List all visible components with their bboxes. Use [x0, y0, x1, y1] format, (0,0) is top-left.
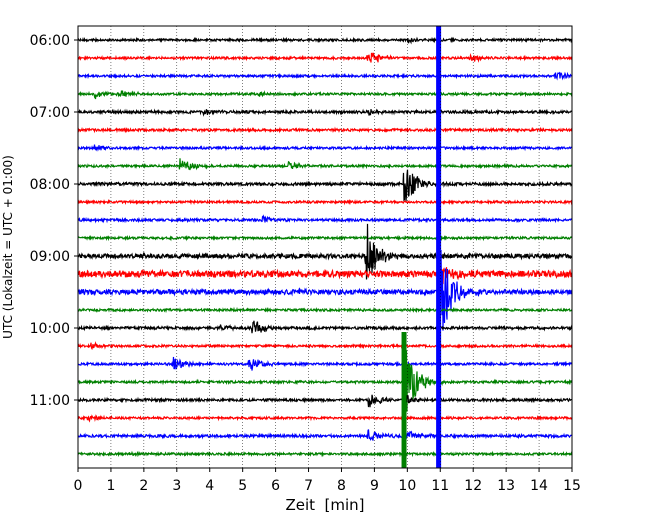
trace-1000	[77, 320, 573, 334]
y-tick-label: 10:00	[30, 321, 70, 337]
trace-0800	[77, 169, 573, 202]
x-tick-label: 6	[271, 478, 280, 494]
y-axis-label: UTC (Lokalzeit = UTC + 01:00)	[1, 155, 15, 339]
trace-1015	[77, 341, 573, 351]
y-tick-layer: 06:00 07:00 08:00 09:00 10:00 11:00	[30, 33, 78, 409]
grid-layer	[110, 26, 540, 468]
plot-frame	[77, 25, 573, 469]
x-tick-label: 15	[563, 478, 581, 494]
trace-0645	[77, 90, 573, 100]
saturated-band	[436, 26, 442, 468]
trace-1100	[77, 394, 573, 408]
trace-0930	[77, 249, 573, 331]
x-tick-label: 3	[172, 478, 181, 494]
trace-0615	[77, 52, 573, 63]
trace-1130	[77, 429, 573, 441]
y-tick-label: 07:00	[30, 105, 70, 121]
x-tick-label: 2	[139, 478, 148, 494]
trace-0900	[77, 223, 573, 280]
trace-0730	[77, 144, 573, 152]
y-tick-label: 08:00	[30, 177, 70, 193]
trace-1115	[77, 414, 573, 423]
x-tick-label: 4	[205, 478, 214, 494]
x-tick-label: 12	[464, 478, 482, 494]
y-tick-label: 09:00	[30, 249, 70, 265]
x-tick-label: 9	[370, 478, 379, 494]
trace-1030	[77, 356, 573, 371]
trace-0700	[77, 108, 573, 117]
x-tick-label: 1	[106, 478, 115, 494]
trace-0815	[77, 198, 573, 206]
trace-0845	[77, 234, 573, 242]
trace-layer	[77, 36, 573, 458]
trace-0715	[77, 126, 573, 134]
x-tick-label: 13	[497, 478, 515, 494]
y-tick-label: 06:00	[30, 33, 70, 49]
x-tick-label: 8	[337, 478, 346, 494]
x-tick-label: 0	[74, 478, 83, 494]
trace-0600	[77, 36, 573, 45]
trace-0745	[77, 158, 573, 171]
trace-0945	[77, 306, 573, 314]
x-tick-label: 7	[304, 478, 313, 494]
trace-0915	[77, 267, 573, 285]
y-tick-label: 11:00	[30, 393, 70, 409]
trace-0830	[77, 214, 573, 224]
trace-1045	[77, 350, 573, 412]
x-tick-layer: 0 1 2 3 4 5 6 7 8 9 10 11 12 13 14 15	[74, 468, 581, 494]
x-tick-label: 11	[431, 478, 449, 494]
saturated-band	[401, 332, 407, 468]
trace-0630	[77, 71, 573, 81]
x-tick-label: 5	[238, 478, 247, 494]
x-tick-label: 14	[530, 478, 548, 494]
x-axis-label: Zeit [min]	[285, 496, 364, 514]
x-tick-label: 10	[398, 478, 416, 494]
trace-1145	[77, 450, 573, 458]
saturated-band-layer	[401, 26, 442, 468]
